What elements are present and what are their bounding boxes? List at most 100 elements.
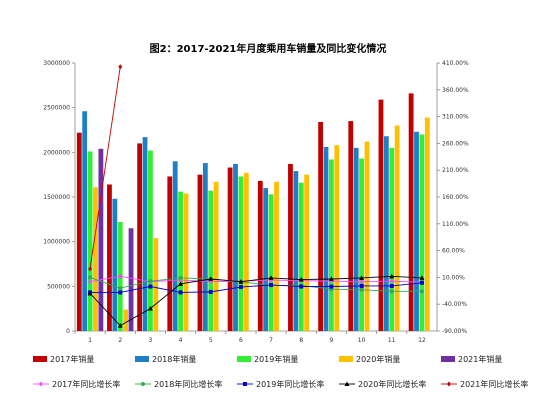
legend-label: 2019年销量 <box>254 354 298 364</box>
bar-2017年销量 <box>107 184 112 331</box>
point-2019年同比增长率 <box>238 285 243 290</box>
x-tick-label: 12 <box>418 337 426 344</box>
right-tick-label: -90.00% <box>442 328 467 335</box>
point-2017年同比增长率 <box>118 273 123 279</box>
x-tick-label: 6 <box>239 337 243 344</box>
point-2020年同比增长率 <box>419 275 425 280</box>
legend-swatch-2017年销量 <box>33 356 47 362</box>
bar-2017年销量 <box>378 99 384 331</box>
bar-2020年销量 <box>274 181 279 331</box>
bar-2019年销量 <box>298 182 304 331</box>
point-2017年同比增长率 <box>88 279 93 285</box>
right-tick-label: 60.00% <box>442 248 465 255</box>
bar-2020年销量 <box>364 141 370 331</box>
point-2019年同比增长率 <box>208 289 213 294</box>
bar-2019年销量 <box>208 190 214 331</box>
bar-2017年销量 <box>257 180 263 331</box>
x-tick-label: 10 <box>358 337 366 344</box>
bar-2018年销量 <box>353 147 359 331</box>
legend-label: 2019年同比增长率 <box>256 379 324 389</box>
bar-2017年销量 <box>227 167 233 331</box>
line-2019年同比增长率 <box>90 282 422 293</box>
x-tick-label: 2 <box>118 337 122 344</box>
line-2020年同比增长率 <box>89 275 422 327</box>
right-tick-label: 210.00% <box>442 167 469 174</box>
point-2020年同比增长率 <box>117 323 123 328</box>
bar-2018年销量 <box>263 188 269 331</box>
point-2020年同比增长率 <box>298 277 304 282</box>
right-y-axis: -90.00% -40.00% 10.00% 60.00% 110.00% 160.00%… <box>437 60 469 335</box>
bar-2017年销量 <box>197 174 203 331</box>
point-2018年同比增长率 <box>148 279 153 284</box>
point-2019年同比增长率 <box>118 290 123 295</box>
point-2018年同比增长率 <box>178 275 183 280</box>
legend: 2017年销量 2018年销量 2019年销量 2020年销量 2021年销量 2017年… <box>33 354 528 389</box>
bar-2018年销量 <box>233 163 238 331</box>
bar-2017年销量 <box>137 143 143 331</box>
legend-marker-2018年同比增长率 <box>141 382 145 386</box>
left-y-axis: 0 500000 1000000 1500000 2000000 2500000 30000… <box>43 60 75 335</box>
bar-2017年销量 <box>318 121 324 332</box>
bar-2018年销量 <box>112 198 118 331</box>
point-2021年同比增长率 <box>88 266 93 272</box>
bar-2020年销量 <box>183 193 189 331</box>
bar-2018年销量 <box>414 131 419 331</box>
bars-layer <box>76 93 430 332</box>
x-tick-label: 11 <box>388 337 396 344</box>
x-tick-label: 7 <box>269 337 273 344</box>
point-2017年同比增长率 <box>389 278 394 284</box>
lines-layer <box>87 64 425 328</box>
x-tick-label: 3 <box>149 337 153 344</box>
left-tick-label: 2000000 <box>43 149 70 156</box>
bar-2019年销量 <box>329 159 334 331</box>
right-tick-label: 360.00% <box>442 87 469 94</box>
point-2020年同比增长率 <box>268 275 274 280</box>
point-2020年同比增长率 <box>87 290 93 296</box>
right-tick-label: -40.00% <box>442 301 467 308</box>
bar-2017年销量 <box>348 121 354 331</box>
line-2017年同比增长率 <box>90 275 422 283</box>
legend-marker-2021年同比增长率 <box>447 381 451 387</box>
point-2019年同比增长率 <box>178 290 183 295</box>
point-2019年同比增长率 <box>389 283 394 288</box>
right-tick-label: 160.00% <box>442 194 469 201</box>
point-2020年同比增长率 <box>178 281 184 286</box>
legend-label: 2018年销量 <box>152 354 196 364</box>
line-2018年同比增长率 <box>89 276 422 292</box>
point-2020年同比增长率 <box>208 276 214 282</box>
bar-2020年销量 <box>153 238 159 331</box>
bar-2020年销量 <box>304 174 310 331</box>
point-2017年同比增长率 <box>359 279 364 285</box>
bar-2017年销量 <box>167 176 173 331</box>
legend-swatch-2020年销量 <box>339 356 353 362</box>
legend-swatch-2018年销量 <box>135 356 149 362</box>
x-tick-label: 8 <box>299 337 303 344</box>
bar-2020年销量 <box>424 117 430 331</box>
legend-label: 2018年同比增长率 <box>154 379 222 389</box>
left-tick-label: 0 <box>66 328 70 335</box>
bar-2019年销量 <box>268 194 274 331</box>
bar-2018年销量 <box>82 111 88 332</box>
point-2019年同比增长率 <box>269 282 274 287</box>
left-tick-label: 1500000 <box>43 194 70 201</box>
legend-swatch-2021年销量 <box>441 356 455 362</box>
point-2018年同比增长率 <box>419 289 424 294</box>
bar-2018年销量 <box>142 137 148 331</box>
legend-label: 2020年销量 <box>356 354 400 364</box>
bar-2019年销量 <box>359 158 364 331</box>
bar-2021年销量 <box>98 148 104 331</box>
legend-marker-2020年同比增长率 <box>344 381 350 386</box>
legend-label: 2017年同比增长率 <box>52 379 120 389</box>
x-tick-label: 9 <box>330 337 334 344</box>
point-2020年同比增长率 <box>328 276 334 282</box>
bar-2020年销量 <box>123 309 129 331</box>
left-tick-label: 1000000 <box>43 239 70 246</box>
point-2019年同比增长率 <box>299 284 304 289</box>
x-tick-label: 4 <box>179 337 183 344</box>
bar-2017年销量 <box>408 93 414 331</box>
line-2021年同比增长率 <box>89 66 121 269</box>
right-tick-label: 310.00% <box>442 114 469 121</box>
point-2021年同比增长率 <box>118 64 123 70</box>
left-tick-label: 2500000 <box>43 105 70 112</box>
